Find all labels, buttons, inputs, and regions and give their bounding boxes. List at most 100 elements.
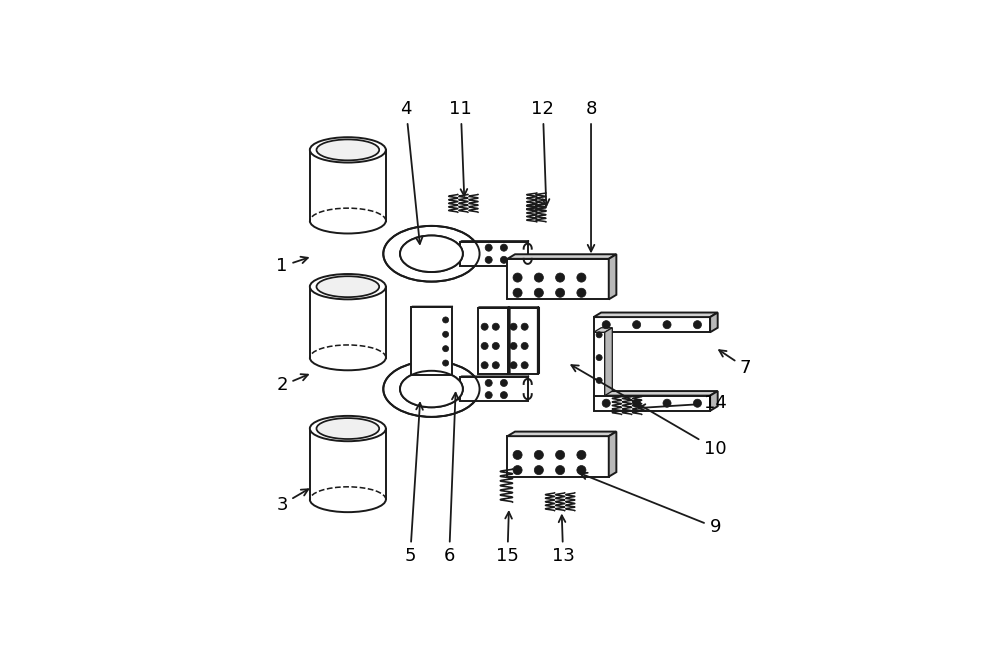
Circle shape — [663, 320, 671, 329]
Circle shape — [534, 288, 543, 297]
Text: 6: 6 — [443, 393, 459, 565]
Polygon shape — [460, 377, 528, 401]
Text: 10: 10 — [571, 365, 726, 458]
Circle shape — [500, 244, 507, 251]
Circle shape — [633, 320, 641, 329]
Ellipse shape — [310, 138, 386, 163]
Polygon shape — [478, 308, 508, 374]
Text: 9: 9 — [580, 473, 721, 536]
Circle shape — [485, 244, 492, 251]
Circle shape — [443, 345, 449, 352]
Circle shape — [492, 362, 499, 368]
Circle shape — [534, 273, 543, 282]
Circle shape — [513, 450, 522, 459]
Circle shape — [510, 323, 517, 330]
Polygon shape — [310, 428, 386, 499]
Polygon shape — [460, 376, 529, 377]
Circle shape — [500, 392, 507, 399]
Circle shape — [556, 466, 565, 474]
Ellipse shape — [310, 416, 386, 442]
Circle shape — [596, 332, 602, 338]
Text: 7: 7 — [719, 350, 751, 377]
Circle shape — [481, 323, 488, 330]
Circle shape — [596, 378, 602, 384]
Circle shape — [481, 342, 488, 349]
Text: 4: 4 — [400, 101, 422, 244]
Ellipse shape — [400, 236, 463, 272]
Polygon shape — [609, 254, 616, 299]
Polygon shape — [594, 391, 718, 395]
Polygon shape — [594, 395, 710, 411]
Circle shape — [577, 273, 586, 282]
Ellipse shape — [316, 276, 379, 297]
Polygon shape — [507, 436, 609, 476]
Circle shape — [556, 273, 565, 282]
Polygon shape — [594, 317, 710, 332]
Polygon shape — [609, 432, 616, 476]
Polygon shape — [460, 241, 528, 266]
Circle shape — [443, 360, 449, 366]
Circle shape — [596, 355, 602, 361]
Circle shape — [510, 362, 517, 368]
Circle shape — [492, 342, 499, 349]
Circle shape — [485, 380, 492, 386]
Circle shape — [443, 317, 449, 323]
Text: 1: 1 — [276, 257, 308, 276]
Text: 14: 14 — [639, 394, 727, 412]
Circle shape — [556, 450, 565, 459]
Circle shape — [513, 466, 522, 474]
Text: 12: 12 — [531, 101, 554, 206]
Circle shape — [693, 399, 701, 407]
Circle shape — [577, 288, 586, 297]
Text: 13: 13 — [552, 515, 575, 565]
Polygon shape — [310, 287, 386, 358]
Circle shape — [481, 362, 488, 368]
Circle shape — [663, 399, 671, 407]
Circle shape — [485, 256, 492, 263]
Circle shape — [510, 342, 517, 349]
Circle shape — [521, 342, 528, 349]
Text: 8: 8 — [585, 101, 597, 251]
Polygon shape — [411, 307, 452, 375]
Ellipse shape — [316, 139, 379, 161]
Text: 15: 15 — [496, 512, 519, 565]
Polygon shape — [310, 150, 386, 221]
Polygon shape — [411, 306, 453, 307]
Ellipse shape — [383, 361, 480, 417]
Text: 5: 5 — [404, 403, 423, 565]
Polygon shape — [507, 432, 616, 436]
Ellipse shape — [310, 274, 386, 299]
Circle shape — [633, 399, 641, 407]
Polygon shape — [508, 307, 510, 374]
Polygon shape — [594, 328, 612, 332]
Ellipse shape — [383, 226, 480, 282]
Circle shape — [513, 288, 522, 297]
Circle shape — [602, 399, 610, 407]
Circle shape — [513, 273, 522, 282]
Polygon shape — [594, 313, 718, 317]
Circle shape — [521, 323, 528, 330]
Circle shape — [556, 288, 565, 297]
Polygon shape — [538, 307, 539, 374]
Polygon shape — [507, 259, 609, 299]
Polygon shape — [710, 391, 718, 411]
Circle shape — [492, 323, 499, 330]
Polygon shape — [478, 307, 510, 308]
Polygon shape — [507, 308, 538, 374]
Text: 2: 2 — [276, 374, 308, 395]
Polygon shape — [594, 332, 605, 395]
Circle shape — [500, 380, 507, 386]
Circle shape — [602, 320, 610, 329]
Ellipse shape — [316, 418, 379, 439]
Circle shape — [577, 450, 586, 459]
Circle shape — [521, 362, 528, 368]
Text: 3: 3 — [276, 490, 308, 513]
Polygon shape — [507, 254, 616, 259]
Circle shape — [443, 331, 449, 338]
Circle shape — [500, 256, 507, 263]
Circle shape — [693, 320, 701, 329]
Circle shape — [534, 466, 543, 474]
Ellipse shape — [400, 371, 463, 407]
Polygon shape — [507, 307, 539, 308]
Circle shape — [534, 450, 543, 459]
